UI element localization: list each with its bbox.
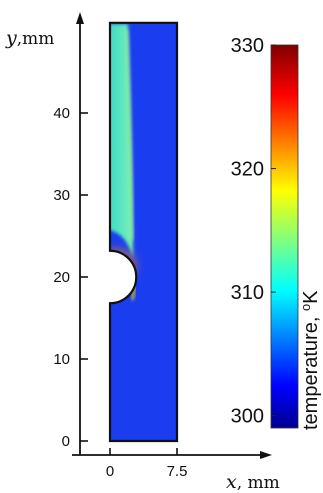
domain-outline <box>108 21 179 443</box>
y-tick-label: 20 <box>53 269 70 286</box>
field-warm-band-edge <box>125 29 134 241</box>
field-hot-halo <box>110 249 136 281</box>
x-axis: 0 7.5 x, mm <box>72 448 280 493</box>
colorbar-unit: oK <box>298 290 323 311</box>
colorbar-tick-label: 320 <box>231 159 264 181</box>
x-tick-label: 0 <box>106 463 114 480</box>
y-axis-arrow <box>76 12 84 24</box>
temperature-field <box>110 22 177 442</box>
y-tick-label: 30 <box>53 187 70 204</box>
colorbar-gradient <box>270 44 299 429</box>
colorbar-unit-kelvin: K <box>300 290 322 304</box>
colorbar-unit-degree: o <box>298 304 313 311</box>
x-tick-label: 7.5 <box>167 463 188 480</box>
y-tick-label: 0 <box>62 433 70 450</box>
colorbar: 300 310 320 330 temperature, oK <box>231 35 322 430</box>
x-axis-arrow <box>260 451 272 459</box>
y-axis-ticks: 0 10 20 30 40 <box>53 105 88 450</box>
colorbar-title: temperature, oK <box>298 290 323 430</box>
colorbar-ticks: 300 310 320 330 <box>231 35 276 428</box>
x-axis-ticks: 0 7.5 <box>106 448 188 480</box>
field-warm-tail <box>130 267 136 301</box>
colorbar-tick-label: 310 <box>231 282 264 304</box>
colorbar-tick-label: 330 <box>231 35 264 57</box>
colorbar-tick-label: 300 <box>231 406 264 428</box>
y-tick-label: 10 <box>53 351 70 368</box>
y-axis: 0 10 20 30 40 y,mm <box>5 12 88 455</box>
y-tick-label: 40 <box>53 105 70 122</box>
field-warm-band <box>110 24 133 258</box>
x-axis-title: x, mm <box>226 471 280 493</box>
y-axis-title: y,mm <box>5 27 54 49</box>
